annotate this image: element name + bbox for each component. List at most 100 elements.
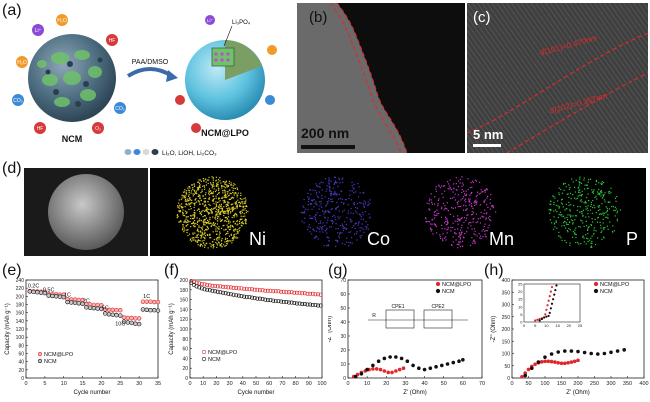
x-tick-label: 30 xyxy=(136,381,142,387)
inset-data-point xyxy=(543,316,546,319)
data-point xyxy=(318,303,323,308)
inset-x-tick-label: 5 xyxy=(534,323,537,328)
x-tick-label: 400 xyxy=(639,381,648,387)
data-point xyxy=(76,301,82,306)
data-point xyxy=(140,299,146,304)
data-point xyxy=(609,350,613,355)
rate-capability-chart: 0 5 10 15 20 25 30 35 0 20 40 60 80 100 120 140 160 180 20… xyxy=(5,278,161,396)
data-point xyxy=(95,302,100,308)
inset-data-point xyxy=(546,304,549,307)
data-point xyxy=(260,288,265,293)
data-point xyxy=(247,287,252,292)
eds-label-ni: Ni xyxy=(249,229,266,249)
data-point xyxy=(279,299,284,304)
x-tick-label: 80 xyxy=(293,381,299,387)
y-tick-label: 60 xyxy=(340,292,346,298)
x-tick-label: 100 xyxy=(540,381,549,387)
data-point xyxy=(35,290,40,295)
series-ncm-lpo xyxy=(520,358,580,379)
x-tick-label: 10 xyxy=(61,381,67,387)
y-axis-label: -Z'' (Ohm) xyxy=(491,316,497,343)
rate-label: 1C xyxy=(64,293,71,299)
data-point xyxy=(394,369,398,373)
circuit-r: R xyxy=(372,313,376,319)
data-point xyxy=(114,312,119,318)
data-point xyxy=(260,297,265,302)
y-tick-label: 20 xyxy=(182,366,188,372)
inset-data-point xyxy=(545,315,548,318)
data-point xyxy=(129,315,134,321)
data-point xyxy=(202,287,207,292)
eds-speckle xyxy=(548,176,622,248)
y-tick-label: 80 xyxy=(182,337,188,343)
ion-text: HF xyxy=(37,126,44,132)
data-point xyxy=(302,302,307,307)
data-point xyxy=(125,315,131,321)
data-point xyxy=(53,294,59,299)
data-point xyxy=(386,370,391,375)
data-point xyxy=(152,308,157,313)
data-point xyxy=(316,292,321,297)
y-tick-label: 20 xyxy=(18,368,24,374)
data-point xyxy=(302,291,307,296)
inset-x-tick-label: 15 xyxy=(555,323,560,328)
inset-data-point xyxy=(547,314,550,318)
data-point xyxy=(118,308,123,313)
circuit-cpe2: CPE2 xyxy=(431,304,444,310)
data-point xyxy=(622,348,626,352)
data-point xyxy=(152,299,157,305)
data-point xyxy=(218,290,223,295)
data-point xyxy=(99,306,104,312)
legend-label: NCM xyxy=(600,289,613,295)
ncm-lpo-caption: NCM@LPO xyxy=(201,128,249,138)
inset-data-point xyxy=(549,290,552,293)
data-point xyxy=(228,292,233,297)
y-tick-label: 100 xyxy=(502,352,511,358)
rate-label: 10C xyxy=(115,321,125,327)
data-point xyxy=(231,285,236,290)
data-point xyxy=(382,356,387,361)
inset-y-tick-label: 20 xyxy=(518,289,523,294)
ncm-lpo-sphere: Li₃PO₄ Li⁺ xyxy=(175,15,277,133)
data-point xyxy=(543,359,547,364)
data-point xyxy=(242,286,247,291)
data-point xyxy=(31,289,36,295)
data-point xyxy=(207,288,212,293)
y-tick-label: 150 xyxy=(502,339,511,345)
inset-data-point xyxy=(553,293,556,296)
data-point xyxy=(378,367,383,372)
data-point xyxy=(428,366,433,370)
data-point xyxy=(140,307,146,312)
x-axis-label: Z' (Ohm) xyxy=(403,390,426,396)
data-point xyxy=(422,367,427,372)
panel-h-label: (h) xyxy=(484,262,504,279)
legend-marker xyxy=(435,281,441,287)
y-tick-label: 0 xyxy=(507,376,510,382)
coating-label: Li₃PO₄ xyxy=(232,20,251,26)
data-point xyxy=(559,361,564,366)
equivalent-circuit xyxy=(368,309,468,329)
inset-data-point xyxy=(550,302,554,305)
eds-speckle xyxy=(424,176,497,249)
y-tick-label: 0 xyxy=(185,376,188,382)
x-tick-label: 40 xyxy=(422,381,428,387)
data-point xyxy=(582,350,587,355)
rate-label: 2C xyxy=(83,298,90,304)
ncm-sphere xyxy=(28,34,116,122)
data-point xyxy=(566,361,570,365)
data-point xyxy=(388,355,392,359)
data-point xyxy=(91,305,97,311)
data-point xyxy=(520,374,524,379)
data-point xyxy=(434,365,438,369)
data-point xyxy=(576,358,580,363)
inset-x-tick-label: 20 xyxy=(567,323,572,328)
y-tick-label: 200 xyxy=(180,278,189,284)
y-tick-label: 60 xyxy=(182,347,188,353)
data-point xyxy=(226,285,231,290)
data-point xyxy=(257,288,262,293)
data-point xyxy=(255,287,260,292)
x-tick-label: 70 xyxy=(479,381,485,387)
data-point xyxy=(155,299,161,305)
data-point xyxy=(202,282,207,287)
data-point xyxy=(569,360,574,364)
